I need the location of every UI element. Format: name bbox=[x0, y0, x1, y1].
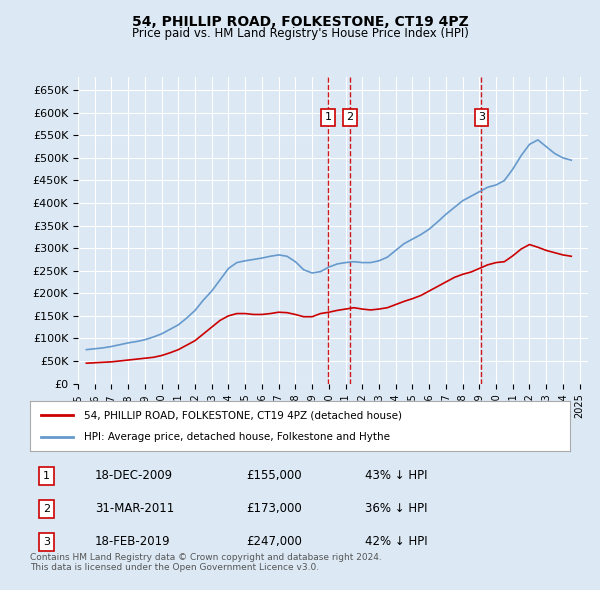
Text: 54, PHILLIP ROAD, FOLKESTONE, CT19 4PZ: 54, PHILLIP ROAD, FOLKESTONE, CT19 4PZ bbox=[131, 15, 469, 29]
Text: 3: 3 bbox=[478, 112, 485, 122]
Text: 36% ↓ HPI: 36% ↓ HPI bbox=[365, 502, 427, 516]
Text: 2: 2 bbox=[346, 112, 353, 122]
Text: Contains HM Land Registry data © Crown copyright and database right 2024.
This d: Contains HM Land Registry data © Crown c… bbox=[30, 553, 382, 572]
Text: £173,000: £173,000 bbox=[246, 502, 302, 516]
Text: 2: 2 bbox=[43, 504, 50, 514]
Text: 18-DEC-2009: 18-DEC-2009 bbox=[95, 469, 173, 483]
Text: HPI: Average price, detached house, Folkestone and Hythe: HPI: Average price, detached house, Folk… bbox=[84, 432, 390, 442]
Text: 42% ↓ HPI: 42% ↓ HPI bbox=[365, 535, 427, 549]
Text: Price paid vs. HM Land Registry's House Price Index (HPI): Price paid vs. HM Land Registry's House … bbox=[131, 27, 469, 40]
Text: 54, PHILLIP ROAD, FOLKESTONE, CT19 4PZ (detached house): 54, PHILLIP ROAD, FOLKESTONE, CT19 4PZ (… bbox=[84, 410, 402, 420]
Text: 1: 1 bbox=[43, 471, 50, 481]
Text: 31-MAR-2011: 31-MAR-2011 bbox=[95, 502, 174, 516]
Text: 43% ↓ HPI: 43% ↓ HPI bbox=[365, 469, 427, 483]
Text: 18-FEB-2019: 18-FEB-2019 bbox=[95, 535, 170, 549]
Text: 3: 3 bbox=[43, 537, 50, 547]
Text: 1: 1 bbox=[325, 112, 332, 122]
Text: £247,000: £247,000 bbox=[246, 535, 302, 549]
Text: £155,000: £155,000 bbox=[246, 469, 302, 483]
